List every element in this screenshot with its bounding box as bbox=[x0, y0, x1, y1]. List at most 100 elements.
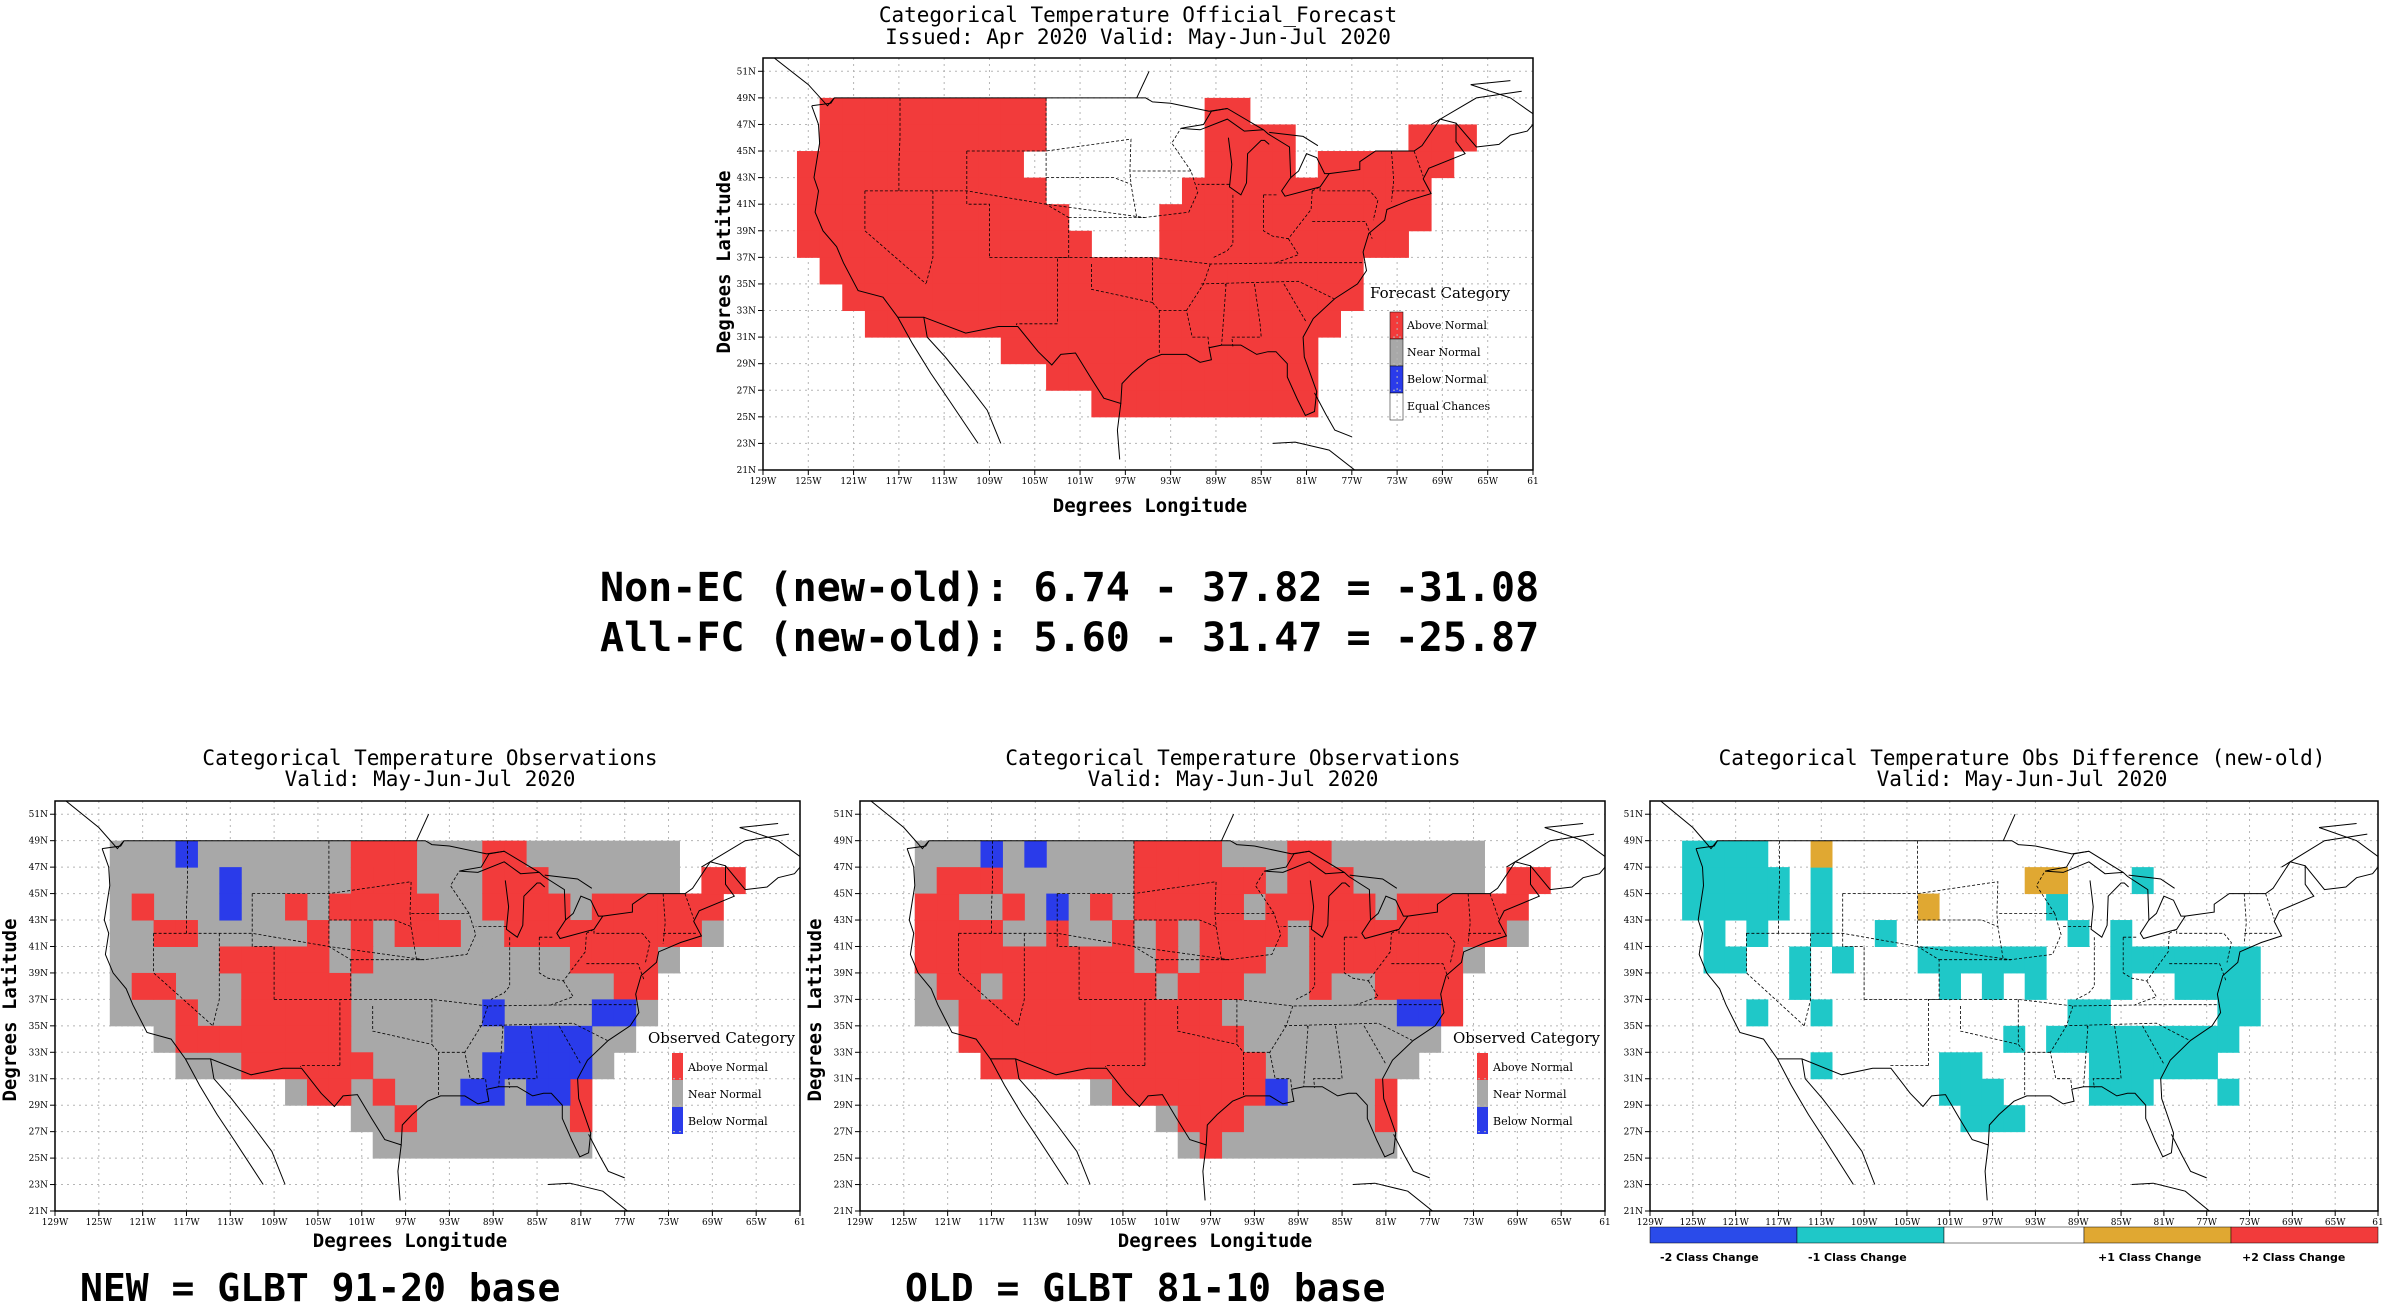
diff-us-outline bbox=[1695, 840, 2315, 1158]
old-cell-near bbox=[1265, 946, 1288, 974]
diff-lat-tick-label: 27N bbox=[1624, 1128, 1643, 1138]
diff-cell-minus1 bbox=[1939, 1052, 1961, 1080]
forecast-cell-above bbox=[1068, 257, 1092, 285]
new-cell-above bbox=[504, 920, 527, 947]
new-cell-near bbox=[285, 840, 308, 868]
forecast-cell-above bbox=[1385, 230, 1409, 258]
legend-swatch-equal bbox=[1389, 392, 1404, 421]
forecast-state-line bbox=[1312, 186, 1379, 221]
new-cell-near bbox=[526, 1131, 549, 1159]
old-lat-tick-label: 31N bbox=[834, 1075, 853, 1085]
old-cell-near bbox=[1418, 867, 1442, 895]
forecast-cell-above bbox=[1272, 310, 1296, 338]
new-cell-near bbox=[285, 1078, 308, 1106]
forecast-cell-above bbox=[1046, 363, 1070, 391]
colorbar-plus2 bbox=[2230, 1226, 2379, 1244]
new-cell-near bbox=[460, 946, 483, 974]
old-cell-above bbox=[1440, 946, 1464, 974]
old-cell-near bbox=[958, 893, 982, 921]
diff-cell-minus1 bbox=[1746, 867, 1769, 895]
diff-lon-tick-label: 65W bbox=[2325, 1218, 2346, 1228]
forecast-cell-above bbox=[1340, 257, 1364, 285]
forecast-cell-above bbox=[1340, 204, 1364, 232]
old-lon-tick-label: 85W bbox=[1332, 1218, 1353, 1228]
new-state-line bbox=[350, 913, 477, 961]
new-cell-above bbox=[241, 1052, 264, 1080]
diff-cell-minus1 bbox=[2088, 1078, 2111, 1106]
forecast-coastline bbox=[1290, 153, 1330, 178]
forecast-state-line bbox=[1275, 238, 1300, 264]
diff-coastline bbox=[2044, 850, 2124, 875]
old-cell-near bbox=[1243, 1025, 1266, 1053]
new-lon-tick-label: 117W bbox=[173, 1218, 200, 1228]
old-cell-near bbox=[1265, 840, 1288, 868]
obs-new-legend-swatch-near bbox=[672, 1080, 683, 1107]
new-lon-tick-label: 125W bbox=[86, 1218, 113, 1228]
old-cell-above bbox=[1002, 893, 1025, 921]
old-cell-near bbox=[1396, 840, 1420, 868]
old-cell-near bbox=[1287, 946, 1310, 974]
obs-old-title: Categorical Temperature Observations bbox=[1005, 746, 1460, 770]
new-cell-below bbox=[526, 1025, 549, 1053]
diff-coastline bbox=[2131, 1182, 2211, 1211]
forecast-cell-above bbox=[1046, 283, 1070, 312]
old-lat-tick-label: 21N bbox=[834, 1207, 853, 1217]
new-cell-near bbox=[460, 1105, 483, 1133]
old-cell-above bbox=[1309, 867, 1332, 895]
old-cell-above bbox=[1374, 1105, 1398, 1133]
new-cell-near bbox=[548, 840, 571, 868]
new-cell-near bbox=[350, 972, 374, 1000]
forecast-cell-above bbox=[1227, 97, 1251, 125]
forecast-cell-above bbox=[955, 124, 979, 152]
forecast-cell-above bbox=[1227, 124, 1251, 152]
new-cell-above bbox=[416, 893, 439, 921]
new-cell-above bbox=[241, 999, 264, 1027]
new-cell-near bbox=[460, 1025, 483, 1053]
diff-state-line bbox=[2064, 1022, 2190, 1041]
forecast-map-svg: Categorical Temperature Official_Forecas… bbox=[713, 3, 1539, 517]
old-cell-above bbox=[1221, 920, 1244, 947]
forecast-cell-above bbox=[1023, 283, 1047, 312]
old-cell-above bbox=[1090, 1025, 1113, 1053]
old-cell-above bbox=[980, 867, 1003, 895]
new-cell-above bbox=[701, 867, 724, 895]
old-cell-above bbox=[1506, 867, 1529, 895]
forecast-cell-above bbox=[1249, 151, 1274, 179]
old-cell-near bbox=[1155, 1105, 1179, 1133]
new-cell-above bbox=[328, 1052, 352, 1080]
diff-lon-tick-label: 121W bbox=[1722, 1218, 1749, 1228]
old-cell-near bbox=[1068, 840, 1091, 868]
diff-coastline bbox=[2170, 1134, 2207, 1179]
new-cell-above bbox=[241, 972, 264, 1000]
forecast-lon-tick-label: 85W bbox=[1251, 477, 1272, 487]
old-cell-above bbox=[1418, 972, 1442, 1000]
forecast-x-label: Degrees Longitude bbox=[1053, 495, 1247, 517]
new-cell-near bbox=[153, 946, 177, 974]
obs-new-legend-label-near: Near Normal bbox=[688, 1088, 762, 1101]
old-cell-above bbox=[936, 946, 960, 974]
diff-state-line bbox=[2169, 928, 2232, 963]
new-state-line bbox=[274, 999, 638, 1007]
new-lon-tick-label: 89W bbox=[483, 1218, 504, 1228]
new-cell-near bbox=[197, 972, 220, 1000]
diff-cell-minus1 bbox=[1746, 840, 1769, 868]
new-state-line bbox=[501, 1025, 504, 1028]
obs-old-legend-label-below: Below Normal bbox=[1493, 1115, 1573, 1128]
legend-label-equal: Equal Chances bbox=[1407, 400, 1491, 413]
old-cell-above bbox=[1484, 893, 1507, 921]
forecast-lon-tick-label: 129W bbox=[750, 477, 777, 487]
old-cell-near bbox=[1287, 1052, 1310, 1080]
diff-cell-minus1 bbox=[1682, 840, 1705, 868]
new-state-line bbox=[372, 1006, 432, 1045]
forecast-cell-above bbox=[1046, 230, 1070, 258]
forecast-cell-above bbox=[819, 124, 843, 152]
new-cell-above bbox=[548, 893, 571, 921]
forecast-cell-above bbox=[978, 177, 1002, 205]
stats-all-fc: All-FC (new-old): 5.60 - 31.47 = -25.87 bbox=[600, 615, 1540, 661]
forecast-cell-above bbox=[1363, 230, 1387, 258]
forecast-cell-above bbox=[1227, 310, 1251, 338]
diff-cell-minus1 bbox=[1832, 946, 1854, 974]
forecast-legend: Forecast Category Above Normal Near Norm… bbox=[1370, 284, 1511, 421]
diff-cell-minus1 bbox=[2153, 1025, 2176, 1053]
new-cell-near bbox=[109, 972, 133, 1000]
